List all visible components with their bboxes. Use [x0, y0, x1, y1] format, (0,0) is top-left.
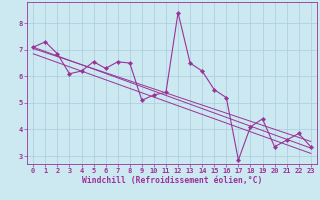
X-axis label: Windchill (Refroidissement éolien,°C): Windchill (Refroidissement éolien,°C) [82, 176, 262, 185]
